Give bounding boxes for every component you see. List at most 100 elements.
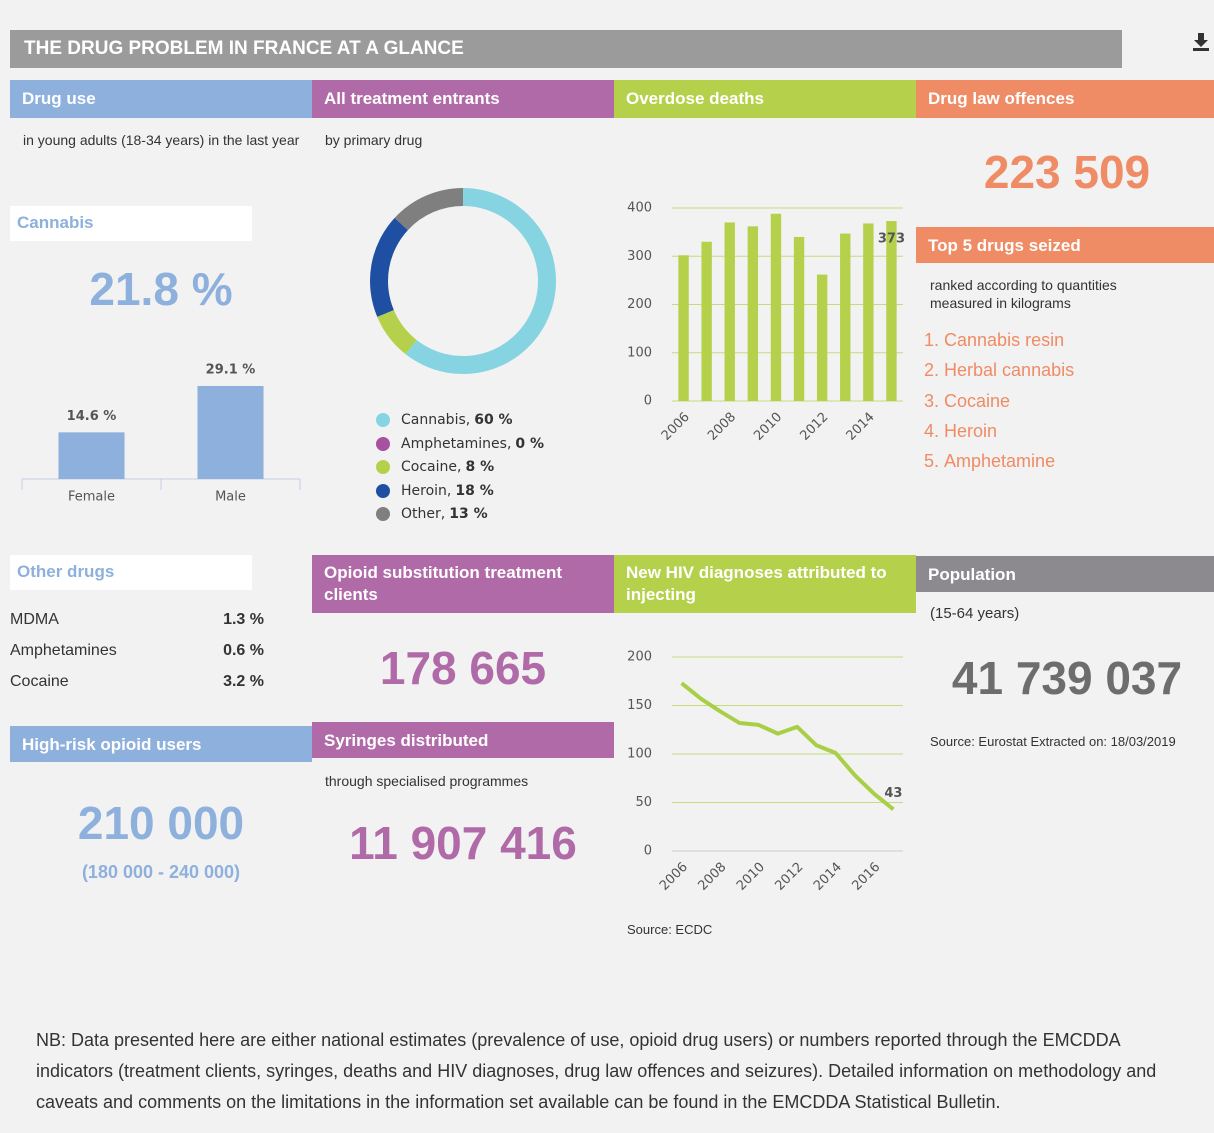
bar — [701, 241, 712, 401]
x-tick-label: 2008 — [695, 860, 729, 894]
section-heading: All treatment entrants — [312, 80, 614, 118]
legend-label: Cannabis — [401, 412, 474, 428]
bar — [747, 226, 759, 401]
x-tick-label: 2006 — [657, 860, 691, 894]
row-value: 1.3 % — [223, 611, 264, 628]
note: NB: Data presented here are either natio… — [36, 1030, 1157, 1112]
section-heading: Drug use — [10, 80, 312, 118]
sub-heading: Other drugs — [10, 555, 252, 590]
legend-item: Cannabis60 % — [376, 410, 513, 430]
x-tick-label: Male — [215, 490, 246, 505]
row-label: Amphetamines — [10, 642, 117, 659]
bar — [886, 221, 897, 401]
legend-swatch — [376, 413, 390, 427]
y-tick-label: 200 — [627, 650, 652, 665]
bar — [724, 222, 735, 401]
bar — [863, 223, 874, 401]
bar — [840, 233, 851, 401]
legend-swatch — [376, 460, 390, 474]
y-tick-label: 0 — [644, 844, 652, 859]
legend-value: 8 % — [465, 459, 495, 475]
bar — [678, 255, 689, 401]
description: (15-64 years) — [930, 605, 1020, 622]
bar — [770, 213, 782, 401]
row-label: Cocaine — [10, 673, 69, 690]
data-label: 14.6 % — [67, 409, 117, 424]
range: (180 000 - 240 000) — [81, 862, 241, 882]
sub-heading: Cannabis — [10, 206, 252, 241]
donut-segment — [370, 217, 408, 317]
description: by primary drug — [325, 132, 423, 148]
x-tick-label: Female — [68, 490, 115, 505]
page-title: THE DRUG PROBLEM IN FRANCE AT A GLANCE — [10, 30, 1122, 68]
legend-item: Heroin18 % — [376, 481, 494, 501]
section-heading: Overdose deaths — [614, 80, 916, 118]
x-tick-label: 2014 — [844, 410, 878, 444]
x-tick-label: 2014 — [811, 860, 845, 894]
big-value: 21.8 % — [89, 263, 233, 315]
seized-item: Cocaine — [924, 386, 1204, 416]
section-heading: Population — [916, 556, 1214, 592]
y-tick-label: 0 — [644, 394, 652, 409]
section-heading: High-risk opioid users — [10, 726, 312, 762]
legend-value: 18 % — [455, 482, 494, 499]
seized-item: Cannabis resin — [924, 325, 1204, 355]
section-heading: Drug law offences — [916, 80, 1214, 118]
legend-swatch — [376, 436, 390, 451]
legend-swatch — [376, 483, 390, 498]
donut-segment — [377, 309, 417, 355]
row-value: 0.6 % — [223, 642, 264, 659]
y-tick-label: 200 — [627, 297, 652, 312]
y-tick-label: 300 — [627, 249, 652, 264]
section-heading: New HIV diagnoses attributed to injectin… — [614, 555, 916, 613]
legend-swatch — [376, 507, 390, 521]
x-tick-label: 2012 — [797, 410, 831, 444]
x-tick-label: 2016 — [849, 860, 883, 894]
big-value: 11 907 416 — [349, 817, 577, 869]
download-icon[interactable] — [1191, 32, 1211, 52]
section-heading: Syringes distributed — [312, 722, 614, 758]
description: in young adults (18-34 years) in the las… — [23, 132, 300, 148]
legend-item: Cocaine8 % — [376, 457, 494, 477]
legend-label: Other — [401, 506, 449, 522]
row-value: 3.2 % — [223, 673, 264, 690]
legend-label: Amphetamines — [401, 436, 515, 452]
big-value: 223 509 — [983, 146, 1151, 198]
line — [680, 681, 895, 811]
source: Source: Eurostat Extracted on: 18/03/201… — [930, 734, 1176, 749]
legend-value: 60 % — [474, 412, 513, 428]
x-tick-label: 2010 — [734, 860, 768, 894]
big-value: 178 665 — [379, 642, 547, 694]
data-label: 373 — [878, 232, 905, 247]
big-value: 210 000 — [77, 797, 245, 849]
bar — [793, 236, 805, 401]
seized-item: Heroin — [924, 416, 1204, 446]
legend-value: 0 % — [515, 435, 545, 452]
legend-item: Other13 % — [376, 504, 488, 524]
bar — [816, 274, 828, 401]
x-tick-label: 2010 — [751, 410, 785, 444]
y-tick-label: 400 — [627, 201, 652, 216]
description: ranked according to quantities measured … — [930, 277, 1117, 311]
donut-segment — [405, 188, 556, 374]
source: Source: ECDC — [627, 922, 713, 937]
legend-label: Cocaine — [401, 459, 465, 475]
section-heading: Opioid substitution treatment clients — [312, 555, 614, 613]
x-tick-label: 2012 — [772, 860, 806, 894]
seized-list: Cannabis resinHerbal cannabisCocaineHero… — [924, 325, 1204, 476]
x-tick-label: 2008 — [705, 410, 739, 444]
seized-item: Herbal cannabis — [924, 355, 1204, 385]
data-label: 29.1 % — [206, 363, 256, 378]
row-label: MDMA — [10, 611, 59, 628]
y-tick-label: 100 — [627, 345, 652, 360]
x-tick-label: 2006 — [659, 410, 693, 444]
description: through specialised programmes — [325, 773, 529, 789]
legend-label: Heroin — [401, 483, 455, 499]
y-tick-label: 50 — [635, 795, 652, 810]
bar — [197, 386, 264, 479]
section-heading: Top 5 drugs seized — [916, 227, 1214, 263]
y-tick-label: 150 — [627, 698, 652, 713]
